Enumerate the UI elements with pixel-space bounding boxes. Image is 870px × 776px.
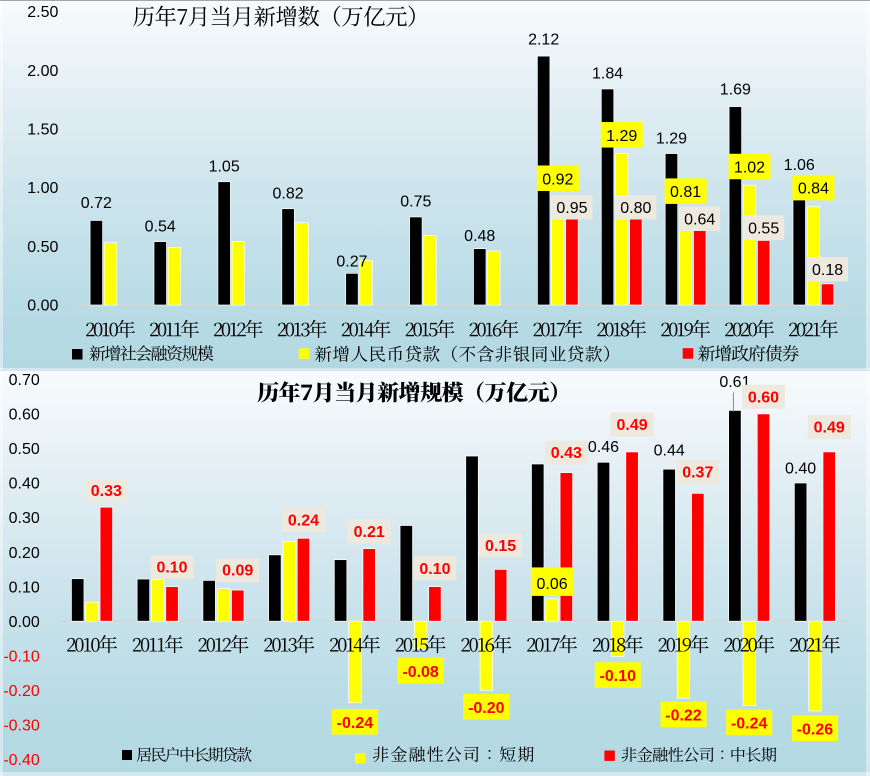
- svg-text:0.50: 0.50: [27, 239, 58, 256]
- svg-text:0.21: 0.21: [354, 524, 385, 541]
- svg-text:2.00: 2.00: [27, 63, 58, 80]
- svg-text:0.40: 0.40: [785, 461, 816, 478]
- svg-text:0.27: 0.27: [336, 253, 367, 270]
- svg-text:0.60: 0.60: [748, 389, 779, 406]
- svg-text:0.18: 0.18: [812, 262, 843, 279]
- svg-text:0.60: 0.60: [9, 407, 40, 424]
- svg-text:1.29: 1.29: [606, 128, 637, 145]
- svg-text:1.29: 1.29: [656, 130, 687, 147]
- svg-text:1.06: 1.06: [784, 157, 815, 174]
- svg-text:0.92: 0.92: [542, 171, 573, 188]
- svg-text:1.50: 1.50: [27, 122, 58, 139]
- svg-text:0.75: 0.75: [400, 194, 431, 211]
- svg-text:0.15: 0.15: [485, 538, 516, 555]
- svg-text:0.48: 0.48: [464, 228, 495, 245]
- svg-text:0.40: 0.40: [9, 476, 40, 493]
- svg-text:-0.40: -0.40: [3, 752, 40, 769]
- svg-text:2.50: 2.50: [27, 4, 58, 21]
- svg-text:2.12: 2.12: [528, 31, 559, 48]
- svg-text:-0.20: -0.20: [3, 683, 40, 700]
- svg-text:-0.24: -0.24: [337, 715, 374, 732]
- svg-text:0.84: 0.84: [798, 181, 829, 198]
- svg-text:-0.24: -0.24: [731, 716, 768, 733]
- svg-text:0.81: 0.81: [670, 184, 701, 201]
- svg-text:-0.08: -0.08: [402, 664, 439, 681]
- svg-text:0.54: 0.54: [145, 218, 176, 235]
- svg-text:0.95: 0.95: [556, 200, 587, 217]
- svg-text:-0.10: -0.10: [600, 668, 637, 685]
- svg-text:0.49: 0.49: [616, 417, 647, 434]
- svg-text:0.50: 0.50: [9, 441, 40, 458]
- svg-text:0.64: 0.64: [684, 212, 715, 229]
- svg-text:1.05: 1.05: [209, 158, 240, 175]
- svg-text:0.24: 0.24: [288, 513, 319, 530]
- svg-text:0.00: 0.00: [27, 298, 58, 315]
- svg-text:1.69: 1.69: [720, 81, 751, 98]
- svg-text:0.10: 0.10: [9, 579, 40, 596]
- svg-text:0.49: 0.49: [814, 420, 845, 437]
- svg-text:0.82: 0.82: [272, 185, 303, 202]
- svg-text:0.00: 0.00: [9, 614, 40, 631]
- svg-text:0.33: 0.33: [91, 483, 122, 500]
- svg-text:0.46: 0.46: [588, 439, 619, 456]
- svg-text:0.37: 0.37: [682, 465, 713, 482]
- svg-text:0.80: 0.80: [620, 200, 651, 217]
- svg-text:-0.26: -0.26: [797, 721, 834, 738]
- svg-text:0.20: 0.20: [9, 545, 40, 562]
- svg-text:-0.10: -0.10: [3, 648, 40, 665]
- svg-text:1.84: 1.84: [592, 66, 623, 83]
- svg-text:1.00: 1.00: [27, 180, 58, 197]
- svg-text:0.10: 0.10: [419, 561, 450, 578]
- svg-text:-0.20: -0.20: [468, 700, 505, 717]
- svg-text:0.06: 0.06: [536, 576, 567, 593]
- svg-text:1.02: 1.02: [734, 160, 765, 177]
- svg-text:0.43: 0.43: [551, 445, 582, 462]
- svg-text:-0.22: -0.22: [665, 707, 702, 724]
- svg-text:0.70: 0.70: [9, 372, 40, 389]
- svg-text:0.10: 0.10: [156, 559, 187, 576]
- svg-text:0.44: 0.44: [654, 442, 685, 459]
- svg-text:0.30: 0.30: [9, 510, 40, 527]
- svg-text:0.55: 0.55: [748, 221, 779, 238]
- svg-text:0.72: 0.72: [81, 195, 112, 212]
- svg-text:-0.30: -0.30: [3, 718, 40, 735]
- svg-text:0.09: 0.09: [222, 563, 253, 580]
